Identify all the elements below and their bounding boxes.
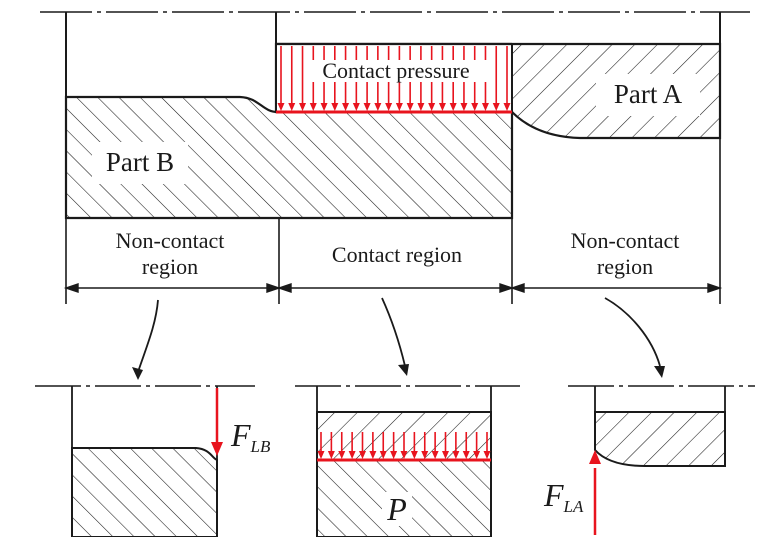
pressure-arrow-head	[460, 103, 468, 111]
pressure-arrow-head	[503, 103, 511, 111]
arrow-to-detail-mid	[381, 297, 406, 367]
contact-pressure-label: Contact pressure	[322, 58, 469, 83]
noncontact-left-label-line1: Non-contact	[116, 228, 225, 253]
pressure-arrow-head	[342, 103, 350, 111]
arrow-to-detail-left	[137, 299, 159, 373]
noncontact-right-label-line1: Non-contact	[571, 228, 680, 253]
pressure-arrow-head	[481, 103, 489, 111]
noncontact-left-label-line2: region	[142, 254, 198, 279]
contact-region-label: Contact region	[332, 242, 462, 267]
part-b-body	[64, 95, 514, 220]
pressure-arrow-head	[492, 103, 500, 111]
part-a-label: Part A	[614, 79, 683, 109]
detail-pressure-arrow-head	[442, 451, 449, 459]
detail-pressure-arrow-head	[317, 451, 325, 459]
detail-pressure-arrow-head	[421, 451, 429, 459]
detail-pressure-arrow-head	[452, 451, 460, 459]
detail-pressure-arrow-head	[462, 451, 470, 459]
force-la-arrowhead	[589, 450, 601, 464]
detail-pressure-arrow-head	[390, 451, 398, 459]
pressure-arrow-head	[309, 103, 317, 111]
detail-pressure-arrow-head	[400, 451, 408, 459]
pressure-arrow-head	[288, 103, 296, 111]
detail-pressure-arrow-head	[338, 451, 346, 459]
contact-pressure-label-bg	[304, 60, 488, 82]
detail-pressure-arrow-head	[483, 451, 491, 459]
pressure-arrow-head	[438, 103, 446, 111]
pressure-arrow-head	[277, 103, 285, 111]
pressure-arrow-head	[299, 103, 307, 111]
pressure-arrow-head	[363, 103, 371, 111]
part-b-label: Part B	[106, 147, 174, 177]
pressure-arrow-head	[395, 103, 403, 111]
pressure-arrow-head	[428, 103, 436, 111]
force-lb-arrowhead	[211, 442, 223, 456]
pressure-p-bg	[382, 492, 412, 526]
part-a-label-bg	[596, 74, 700, 116]
pressure-arrow-head	[385, 103, 393, 111]
pressure-arrow-head	[417, 103, 425, 111]
noncontact-right-label-line2: region	[597, 254, 653, 279]
detail-pressure-arrow-head	[473, 451, 481, 459]
region-dimension-line	[63, 283, 723, 293]
pressure-arrow-head	[374, 103, 382, 111]
detail-left	[35, 385, 255, 538]
detail-pressure-arrow-head	[379, 451, 387, 459]
detail-pressure-arrows	[317, 432, 491, 459]
detail-pressure-arrow-head	[359, 451, 366, 459]
pressure-arrow-head	[331, 103, 339, 111]
detail-pressure-arrow-head	[327, 451, 335, 459]
pressure-arrow-head	[406, 103, 414, 111]
pressure-arrow-head	[449, 103, 457, 111]
part-b-label-bg	[92, 142, 188, 184]
arrow-to-detail-right	[604, 297, 661, 367]
detail-right	[568, 385, 755, 467]
detail-pressure-arrow-head	[348, 451, 356, 459]
force-lb-label: FLB	[230, 417, 271, 456]
detail-pressure-arrow-head	[369, 451, 377, 459]
pressure-arrow-head	[320, 103, 328, 111]
force-la-label: FLA	[543, 477, 584, 516]
detail-pressure-arrow-head	[431, 451, 439, 459]
detail-pressure-arrow-head	[410, 451, 418, 459]
pressure-arrow-head	[352, 103, 360, 111]
pressure-arrow-head	[471, 103, 479, 111]
pressure-p-label: P	[386, 491, 407, 527]
